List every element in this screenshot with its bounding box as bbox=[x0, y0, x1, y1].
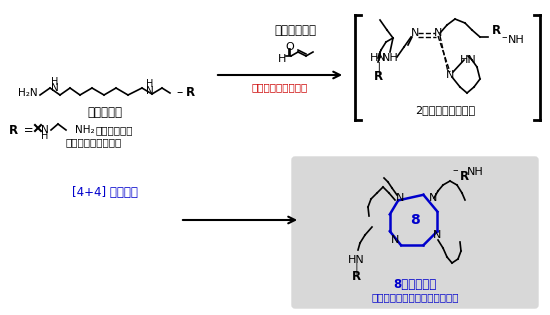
Text: N: N bbox=[396, 193, 404, 203]
Text: H: H bbox=[51, 77, 59, 87]
Text: H: H bbox=[41, 131, 49, 141]
Text: –: – bbox=[501, 32, 507, 42]
Text: HN: HN bbox=[370, 53, 386, 63]
Text: –: – bbox=[177, 87, 183, 100]
Text: N: N bbox=[411, 28, 419, 38]
Text: HN: HN bbox=[348, 255, 364, 265]
Text: NH: NH bbox=[508, 35, 524, 45]
Text: 8員環化合物: 8員環化合物 bbox=[393, 278, 437, 291]
Text: NH₂: NH₂ bbox=[75, 125, 95, 135]
Text: [4+4] 環化反応: [4+4] 環化反応 bbox=[72, 186, 138, 199]
Text: N: N bbox=[51, 83, 59, 93]
Text: 8: 8 bbox=[410, 213, 420, 227]
Text: HN: HN bbox=[460, 55, 476, 65]
Text: ポリアミン: ポリアミン bbox=[87, 106, 123, 119]
Text: N: N bbox=[41, 125, 49, 135]
Text: 酸化ストレス条件下: 酸化ストレス条件下 bbox=[252, 82, 308, 92]
Text: H: H bbox=[146, 79, 153, 89]
Text: R: R bbox=[492, 24, 500, 37]
Text: R: R bbox=[459, 170, 469, 184]
Text: アクロレイン: アクロレイン bbox=[274, 24, 316, 37]
Text: 2分子の共役イミン: 2分子の共役イミン bbox=[415, 105, 475, 115]
Text: │: │ bbox=[353, 262, 359, 274]
Text: ：スペルミン: ：スペルミン bbox=[96, 125, 134, 135]
Text: N: N bbox=[433, 230, 441, 240]
Text: │: │ bbox=[375, 61, 381, 75]
Text: O: O bbox=[285, 42, 294, 52]
Text: =: = bbox=[20, 123, 34, 136]
Text: H: H bbox=[278, 54, 286, 64]
Text: R: R bbox=[351, 270, 361, 283]
Text: NH: NH bbox=[382, 53, 398, 63]
Text: R: R bbox=[185, 87, 195, 100]
Text: R: R bbox=[8, 123, 18, 136]
Text: N: N bbox=[434, 28, 442, 38]
Text: N: N bbox=[391, 235, 399, 245]
Text: （スペルミン、スペルミジン）: （スペルミン、スペルミジン） bbox=[371, 292, 459, 302]
Text: N: N bbox=[429, 193, 437, 203]
FancyBboxPatch shape bbox=[292, 157, 538, 308]
Text: R: R bbox=[373, 70, 383, 83]
Text: N: N bbox=[446, 70, 454, 80]
Text: NH: NH bbox=[466, 167, 483, 177]
Text: N: N bbox=[146, 86, 154, 96]
Text: –: – bbox=[452, 165, 458, 175]
Text: H₂N: H₂N bbox=[18, 88, 38, 98]
Text: 水素：スペルミジン: 水素：スペルミジン bbox=[66, 137, 122, 147]
